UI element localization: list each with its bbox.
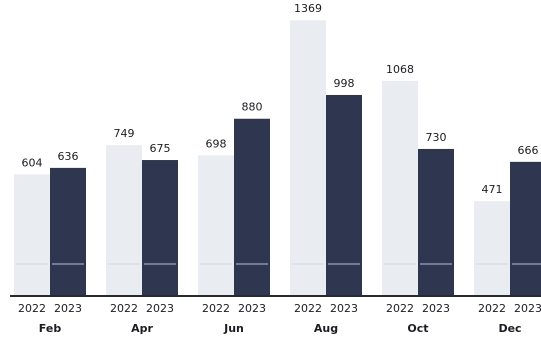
bar-jun-2022	[198, 155, 234, 296]
category-label-dec: Dec	[498, 322, 521, 335]
category-label-aug: Aug	[314, 322, 338, 335]
data-label-aug-2022: 1369	[294, 2, 322, 15]
data-label-aug-2023: 998	[334, 77, 355, 90]
bar-aug-2022	[290, 20, 326, 296]
year-tick-2023: 2023	[330, 302, 358, 315]
year-tick-2022: 2022	[110, 302, 138, 315]
bar-dec-2023	[510, 161, 541, 296]
category-label-feb: Feb	[39, 322, 62, 335]
bar-jun-2023	[234, 118, 270, 296]
data-label-feb-2023: 636	[58, 150, 79, 163]
data-label-apr-2022: 749	[114, 127, 135, 140]
bar-apr-2022	[106, 145, 142, 296]
year-tick-2023: 2023	[422, 302, 450, 315]
year-tick-2023: 2023	[146, 302, 174, 315]
data-label-oct-2023: 730	[426, 131, 447, 144]
bar-apr-2023	[142, 160, 178, 296]
data-label-oct-2022: 1068	[386, 63, 414, 76]
year-tick-2023: 2023	[54, 302, 82, 315]
bars-layer	[14, 20, 541, 296]
data-label-jun-2022: 698	[206, 137, 227, 150]
category-label-jun: Jun	[223, 322, 244, 335]
bar-oct-2022	[382, 80, 418, 296]
year-tick-2023: 2023	[238, 302, 266, 315]
data-label-dec-2022: 471	[482, 183, 503, 196]
data-label-feb-2022: 604	[22, 156, 43, 169]
bar-feb-2022	[14, 174, 50, 296]
data-label-apr-2023: 675	[150, 142, 171, 155]
data-label-jun-2023: 880	[242, 101, 263, 114]
bar-dec-2022	[474, 201, 510, 296]
year-tick-2022: 2022	[18, 302, 46, 315]
year-tick-2022: 2022	[202, 302, 230, 315]
year-tick-2022: 2022	[294, 302, 322, 315]
labels-layer: 604 2022 636 2023 Feb 749 2022 675 2023 Apr 698 202…	[18, 2, 541, 335]
data-label-dec-2023: 666	[518, 144, 539, 157]
year-tick-2022: 2022	[478, 302, 506, 315]
bar-aug-2023	[326, 94, 362, 296]
bar-oct-2023	[418, 148, 454, 296]
year-tick-2022: 2022	[386, 302, 414, 315]
category-label-apr: Apr	[131, 322, 153, 335]
category-label-oct: Oct	[407, 322, 428, 335]
bar-feb-2023	[50, 167, 86, 296]
year-tick-2023: 2023	[514, 302, 541, 315]
